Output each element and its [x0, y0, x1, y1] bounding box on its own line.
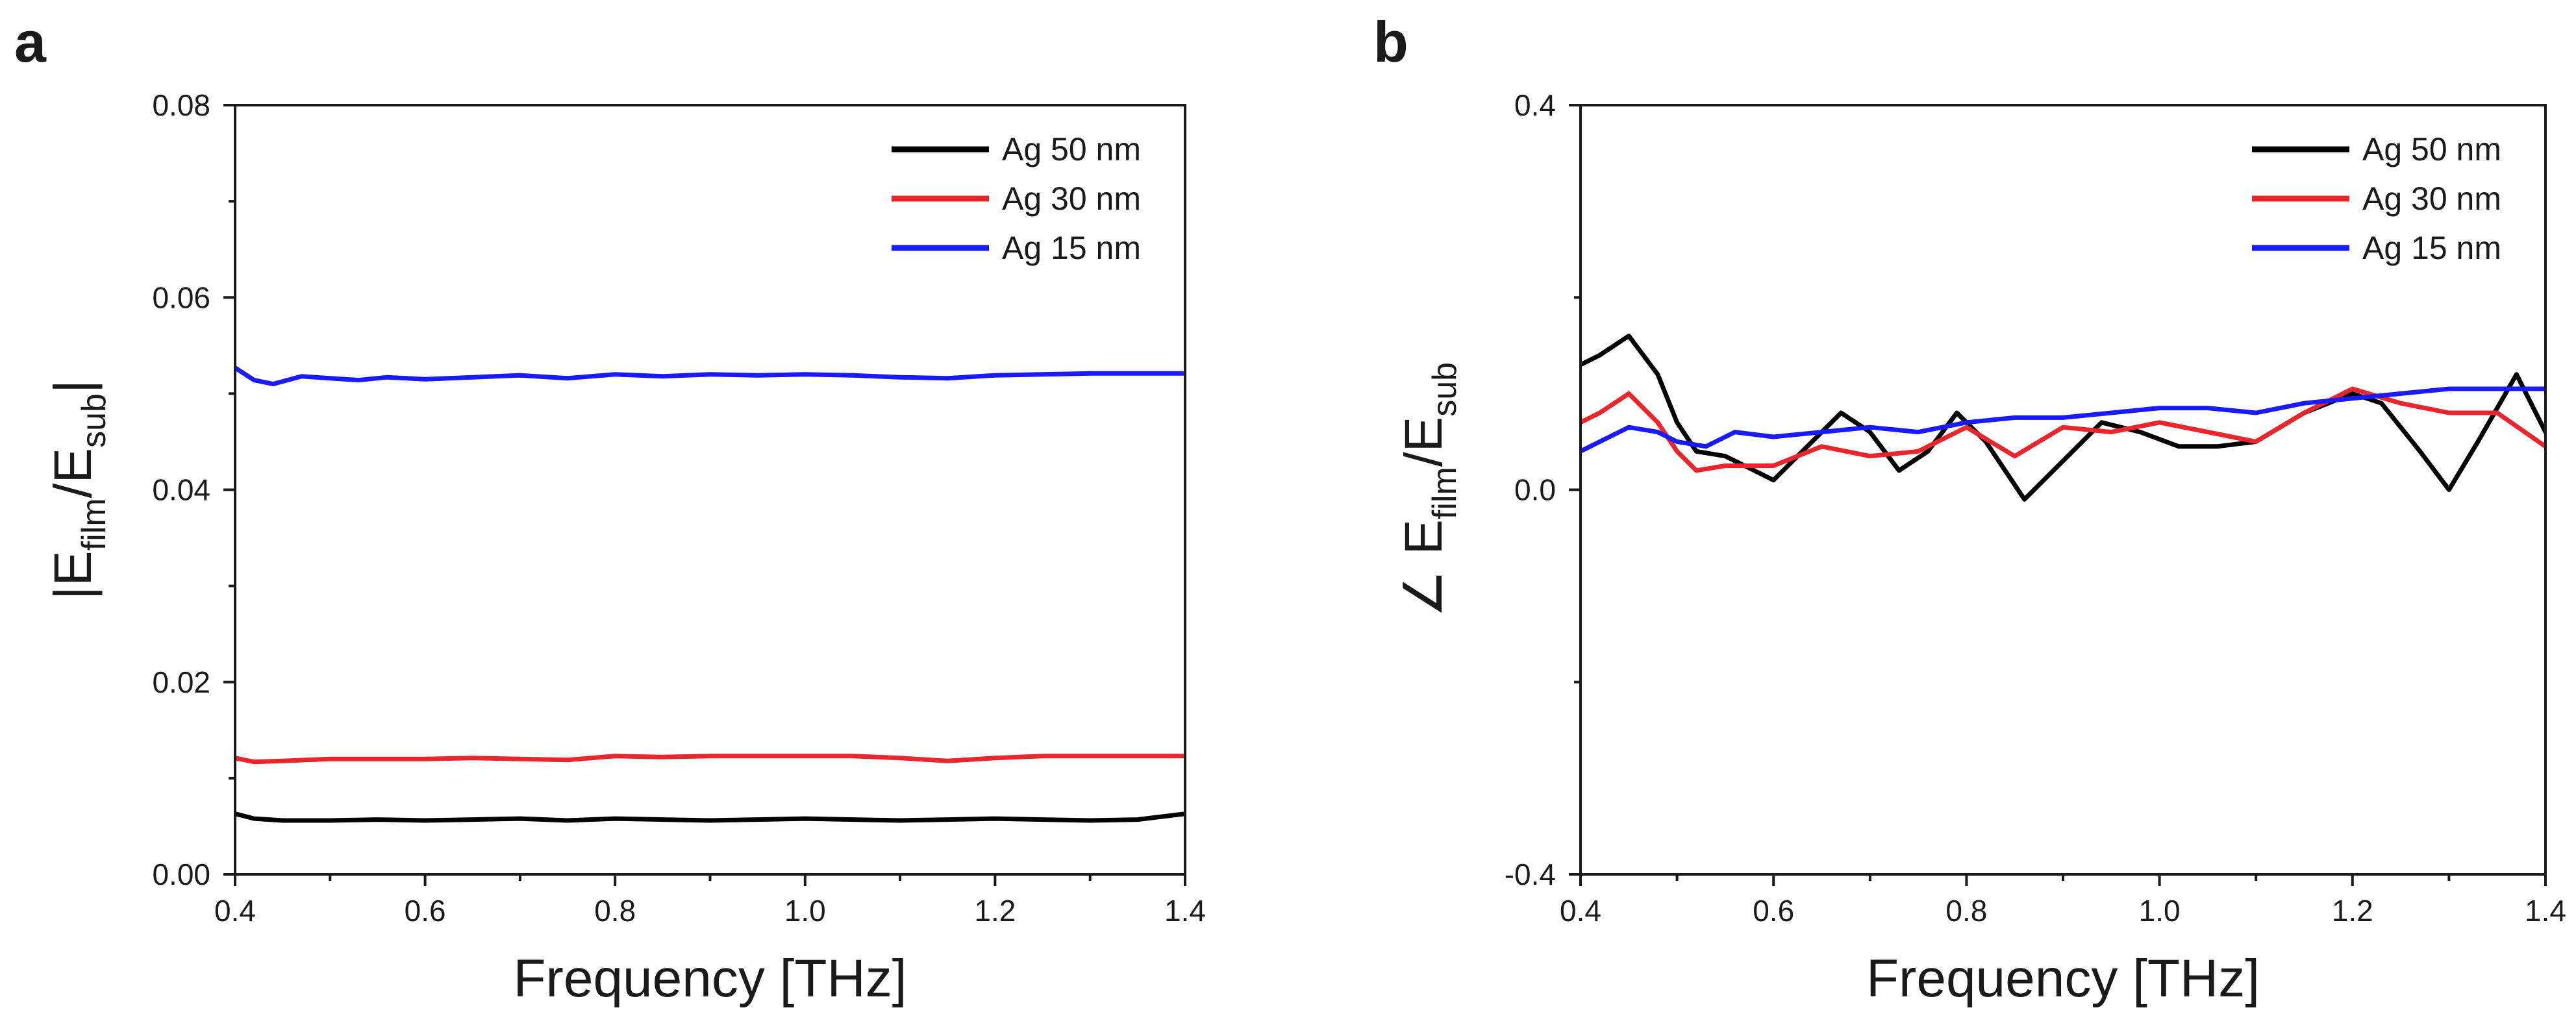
- legend-label-ag-30-nm: Ag 30 nm: [1002, 180, 1141, 217]
- series-line-ag-50-nm: [235, 811, 1185, 823]
- x-tick-label: 1.0: [2139, 894, 2181, 928]
- x-axis-label: Frequency [THz]: [1866, 949, 2260, 1008]
- chart-panel-b: b 0.4 0.6 0.8 1.0 1.2 1.4 -0.4 0.0 0.4 Frequency […: [1373, 10, 2566, 1008]
- legend-label-ag-50-nm: Ag 50 nm: [1002, 131, 1141, 167]
- y-tick-label: -0.4: [1505, 857, 1556, 891]
- y-axis-label: ∠ Efilm/Esub: [1394, 362, 1464, 617]
- legend-label-ag-15-nm: Ag 15 nm: [1002, 230, 1141, 266]
- panel-label: a: [14, 10, 47, 74]
- x-tick-label: 0.4: [1560, 894, 1601, 928]
- legend-label-ag-15-nm: Ag 15 nm: [2362, 230, 2501, 266]
- y-tick-label: 0.0: [1514, 473, 1556, 507]
- x-tick-label: 1.4: [2525, 894, 2566, 928]
- series-line-ag-15-nm: [235, 365, 1185, 387]
- y-tick-label: 0.00: [152, 857, 210, 891]
- y-tick-label: 0.02: [152, 665, 210, 699]
- x-tick-label: 0.8: [594, 894, 636, 928]
- chart-panel-a: a 0.4 0.6 0.8 1.0 1.2 1.4 0.00 0.02 0.04 0.06 0.08 F…: [14, 10, 1206, 1008]
- series-line-ag-15-nm: [1581, 386, 2545, 454]
- series-line-ag-30-nm: [235, 754, 1185, 765]
- x-tick-label: 1.4: [1164, 894, 1206, 928]
- series-line-ag-30-nm: [1581, 386, 2545, 473]
- y-tick-label: 0.4: [1514, 88, 1556, 122]
- axis-frame: [1579, 104, 2547, 876]
- y-tick-label: 0.04: [152, 473, 210, 507]
- x-tick-label: 1.2: [974, 894, 1016, 928]
- x-tick-label: 0.6: [405, 894, 446, 928]
- x-axis-label: Frequency [THz]: [513, 949, 907, 1008]
- legend-label-ag-30-nm: Ag 30 nm: [2362, 180, 2501, 217]
- y-tick-label: 0.08: [152, 88, 210, 122]
- y-tick-label: 0.06: [152, 280, 210, 314]
- x-tick-label: 0.4: [214, 894, 256, 928]
- legend-label-ag-50-nm: Ag 50 nm: [2362, 131, 2501, 167]
- x-tick-label: 0.6: [1753, 894, 1794, 928]
- y-axis-label: |Efilm/Esub|: [44, 380, 113, 600]
- x-tick-label: 0.8: [1945, 894, 1987, 928]
- series-line-ag-50-nm: [1581, 334, 2545, 502]
- x-tick-label: 1.0: [784, 894, 826, 928]
- x-tick-label: 1.2: [2332, 894, 2373, 928]
- panel-label: b: [1373, 10, 1408, 74]
